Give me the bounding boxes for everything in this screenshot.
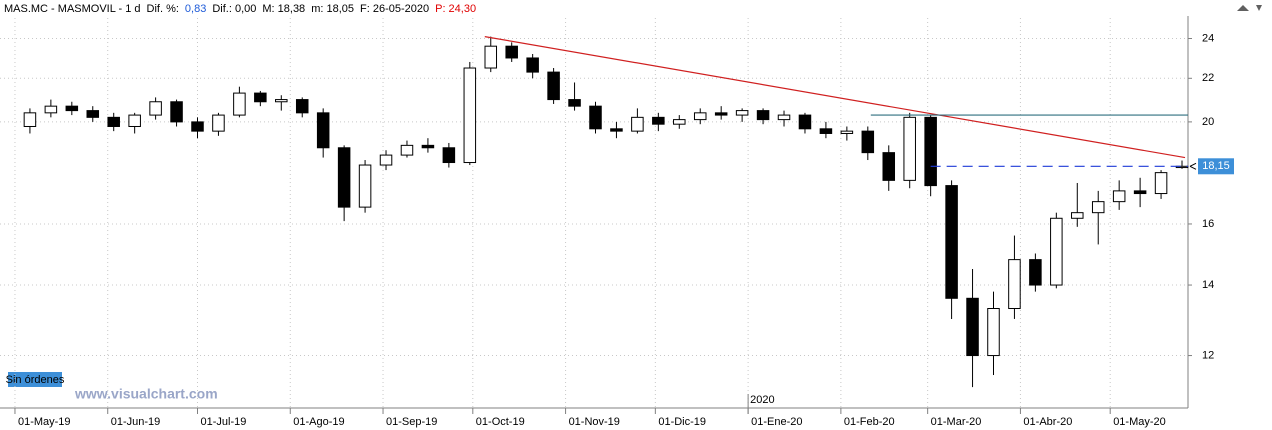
candle-body <box>735 110 749 116</box>
candle-body <box>987 308 1000 357</box>
candle-body <box>484 45 498 69</box>
candle-body <box>1133 190 1147 195</box>
x-tick-label: 01-Abr-20 <box>1023 416 1072 428</box>
x-tick-label: 01-Ago-19 <box>293 416 344 428</box>
last-price-label: 18,15 <box>1202 160 1230 172</box>
candle-body <box>421 144 435 149</box>
header-field: MAS.MC - MASMOVIL - 1 d <box>4 3 141 15</box>
candle-body <box>673 119 686 125</box>
x-tick-label: 01-Oct-19 <box>476 416 525 428</box>
candle-body <box>1008 259 1021 310</box>
candle-body <box>1175 165 1189 169</box>
candle-body <box>526 57 539 73</box>
header-field: 0,83 <box>185 3 206 15</box>
candle-body <box>505 45 518 59</box>
x-tick-label: 01-Feb-20 <box>844 416 895 428</box>
candle-body <box>233 92 246 116</box>
candle-body <box>1050 217 1063 286</box>
candle-body <box>65 105 79 112</box>
candle-body <box>44 105 58 114</box>
watermark: www.visualchart.com <box>74 386 218 402</box>
y-tick-label: 24 <box>1202 32 1214 44</box>
candle-body <box>86 110 100 118</box>
candle-body <box>295 99 309 114</box>
candle-body <box>589 105 602 130</box>
candle-body <box>1029 259 1042 286</box>
scroll-up[interactable] <box>1237 5 1249 11</box>
orders-button-label[interactable]: Sin órdenes <box>6 374 65 386</box>
x-tick-label: 01-Dic-19 <box>658 416 706 428</box>
candle-body <box>337 147 351 208</box>
scroll-buttons[interactable] <box>1237 5 1262 11</box>
candle-body <box>756 110 770 121</box>
candle-body <box>170 101 183 123</box>
candle-body <box>945 185 958 299</box>
header-field: Dif.: 0,00 <box>212 3 256 15</box>
header-field: M: 18,38 <box>262 3 305 15</box>
orders-button[interactable] <box>8 372 62 387</box>
candle-body <box>547 71 560 101</box>
scroll-down[interactable] <box>1256 5 1262 11</box>
y-tick-label: 16 <box>1202 218 1214 230</box>
candle-body <box>693 112 707 121</box>
x-tick-label: 01-Nov-19 <box>569 416 620 428</box>
x-tick-label: 01-Jun-19 <box>111 416 161 428</box>
last-price-pointer <box>1189 162 1197 170</box>
candle-body <box>442 147 456 164</box>
candle-body <box>1071 212 1084 219</box>
candle-body <box>840 130 854 134</box>
y-tick-label: 14 <box>1202 279 1214 291</box>
candle-body <box>924 116 937 187</box>
candle-body <box>861 130 875 154</box>
header-field: P: 24,30 <box>435 3 476 15</box>
candle-body <box>1091 201 1105 214</box>
candle-body <box>1154 172 1168 195</box>
candle-body <box>358 164 372 208</box>
candle-body <box>23 112 37 127</box>
candle-body <box>903 116 916 181</box>
x-tick-label: 01-May-20 <box>1113 416 1166 428</box>
candle-body <box>819 128 833 134</box>
header-field: Dif. %: <box>147 3 179 15</box>
header-field: m: 18,05 <box>311 3 354 15</box>
candle-body <box>128 114 141 127</box>
candle-body <box>966 297 979 357</box>
candle-body <box>463 67 477 164</box>
candle-body <box>1112 190 1126 203</box>
drawn-line <box>484 36 1186 159</box>
x-tick-label: 01-May-19 <box>18 416 71 428</box>
candle-body <box>400 144 414 156</box>
candle-body <box>798 114 812 130</box>
y-tick-label: 22 <box>1202 72 1214 84</box>
candle-body <box>107 116 120 127</box>
last-price-box <box>1198 158 1234 175</box>
x-tick-label: 01-Sep-19 <box>386 416 437 428</box>
x-tick-label: 01-Mar-20 <box>931 416 982 428</box>
y-tick-label: 12 <box>1202 349 1214 361</box>
candle-body <box>652 116 665 125</box>
candle-body <box>714 112 728 116</box>
candle-body <box>191 121 204 132</box>
candle-body <box>212 114 225 132</box>
candle-body <box>631 116 644 132</box>
candle-body <box>777 114 791 121</box>
candle-body <box>316 112 330 149</box>
year-marker-label: 2020 <box>750 394 774 406</box>
candle-body <box>610 128 623 132</box>
candle-body <box>568 99 581 107</box>
candle-body <box>379 154 393 166</box>
candle-body <box>882 152 896 181</box>
candle-body <box>254 92 267 103</box>
x-tick-label: 01-Ene-20 <box>751 416 802 428</box>
x-tick-label: 01-Jul-19 <box>201 416 247 428</box>
header-field: F: 26-05-2020 <box>360 3 429 15</box>
candle-body <box>149 101 162 116</box>
candle-body <box>275 99 288 103</box>
y-tick-label: 20 <box>1202 116 1214 128</box>
